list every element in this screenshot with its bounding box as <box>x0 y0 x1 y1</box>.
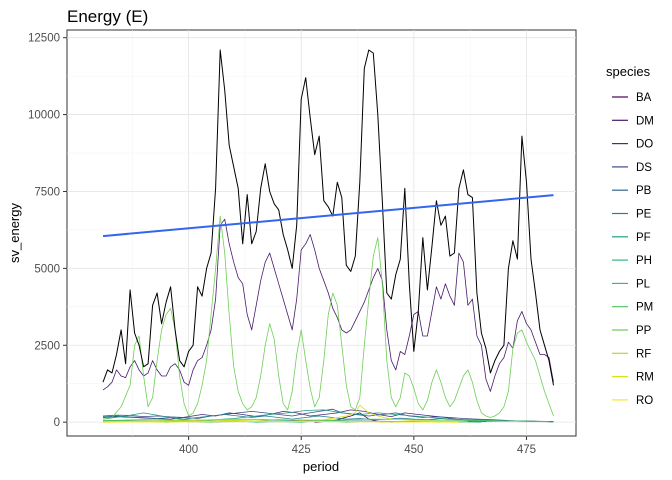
series-line-total <box>102 49 554 386</box>
series-line-rm <box>102 404 468 423</box>
y-tick-label: 5000 <box>34 263 60 275</box>
legend-label-pb: PB <box>636 185 652 197</box>
legend-label-pp: PP <box>636 325 652 337</box>
y-tick-label: 10000 <box>28 110 60 122</box>
legend-label-ph: PH <box>636 255 652 267</box>
y-axis-label: sv_energy <box>7 203 22 263</box>
legend-label-do: DO <box>636 139 653 151</box>
legend-label-pe: PE <box>636 209 652 221</box>
plot-panel <box>66 29 577 437</box>
x-tick-label: 475 <box>517 444 536 456</box>
series-line-ds <box>102 408 554 423</box>
legend-label-pf: PF <box>636 232 651 244</box>
series-line-pp <box>102 215 554 420</box>
legend-label-rm: RM <box>636 372 654 384</box>
legend-label-pm: PM <box>636 302 653 314</box>
legend-label-dm: DM <box>636 115 654 127</box>
legend-label-rf: RF <box>636 348 651 360</box>
y-tick-label: 0 <box>54 417 60 429</box>
x-tick-label: 400 <box>179 444 198 456</box>
series-line-pm <box>102 418 550 422</box>
series-line-dm <box>102 218 554 392</box>
y-tick-label: 12500 <box>28 33 60 45</box>
legend-label-ro: RO <box>636 395 653 407</box>
series-line-do <box>102 409 486 422</box>
legend-label-pl: PL <box>636 278 651 290</box>
legend-label-ba: BA <box>636 92 652 104</box>
legend-title: species <box>606 64 651 79</box>
series-line-pf <box>102 409 554 423</box>
x-axis-label: period <box>303 459 339 474</box>
series-line-ro <box>102 421 459 423</box>
y-tick-label: 7500 <box>34 186 60 198</box>
y-tick-label: 2500 <box>34 340 60 352</box>
legend: species BA DM DO DS PB PE PF PH PL PM PP RF RM RO <box>606 64 654 407</box>
axis-ticks: 400 425 450 475 0 2500 5000 7500 10000 12500 <box>28 33 536 456</box>
x-tick-label: 450 <box>404 444 423 456</box>
chart-title: Energy (E) <box>67 7 148 26</box>
legend-label-ds: DS <box>636 162 652 174</box>
series-lines <box>102 49 554 423</box>
x-tick-label: 425 <box>292 444 311 456</box>
trend-line <box>102 194 554 238</box>
